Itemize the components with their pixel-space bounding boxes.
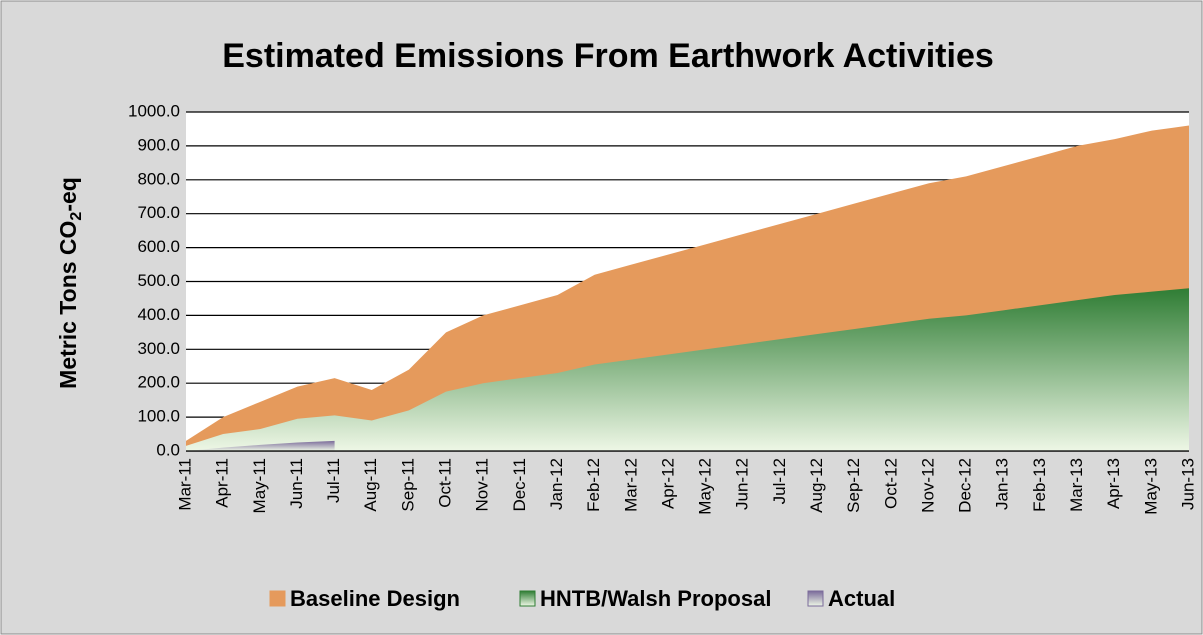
x-tick-label: Dec-12 — [956, 458, 975, 513]
x-tick-label: Dec-11 — [510, 458, 529, 512]
y-tick-label: 900.0 — [137, 135, 180, 154]
x-tick-label: Jan-12 — [547, 458, 566, 510]
x-tick-label: Jun-13 — [1178, 458, 1197, 510]
x-tick-label: May-12 — [696, 458, 715, 515]
x-tick-label: Feb-13 — [1030, 458, 1049, 512]
x-tick-label: Jul-11 — [324, 458, 343, 503]
x-tick-label: Apr-12 — [658, 458, 677, 509]
chart-title: Estimated Emissions From Earthwork Activ… — [222, 37, 994, 75]
x-tick-label: Mar-12 — [621, 458, 640, 512]
x-tick-label: Feb-12 — [584, 458, 603, 512]
y-tick-label: 300.0 — [137, 339, 180, 358]
x-tick-label: Jul-12 — [770, 458, 789, 504]
x-tick-label: May-13 — [1141, 458, 1160, 515]
x-tick-label: Sep-11 — [398, 458, 417, 512]
y-tick-label: 1000.0 — [128, 101, 180, 120]
area — [186, 288, 1189, 451]
x-tick-label: Mar-11 — [175, 458, 194, 511]
x-tick-label: Sep-12 — [844, 458, 863, 513]
x-tick-label: Jan-13 — [993, 458, 1012, 510]
legend-label: Baseline Design — [290, 586, 460, 611]
y-label-sub: 2 — [68, 212, 85, 221]
x-tick-label: May-11 — [250, 458, 269, 513]
y-tick-label: 600.0 — [137, 237, 180, 256]
x-tick-label: Aug-11 — [361, 458, 380, 512]
legend-label: Actual — [828, 586, 895, 611]
legend-swatch — [269, 590, 286, 607]
x-tick-label: Aug-12 — [807, 458, 826, 513]
x-tick-label: Jun-11 — [287, 458, 306, 509]
y-tick-label: 700.0 — [137, 203, 180, 222]
x-tick-label: Oct-12 — [881, 458, 900, 509]
y-tick-label: 0.0 — [156, 440, 180, 459]
legend-swatch — [519, 590, 536, 607]
x-tick-label: Jun-12 — [733, 458, 752, 510]
y-tick-label: 100.0 — [137, 407, 180, 426]
y-tick-label: 200.0 — [137, 373, 180, 392]
y-tick-label: 800.0 — [137, 169, 180, 188]
area — [186, 440, 335, 451]
legend-label: HNTB/Walsh Proposal — [540, 586, 771, 611]
x-tick-label: Oct-11 — [436, 458, 455, 508]
x-tick-label: Nov-11 — [473, 458, 492, 512]
y-tick-label: 500.0 — [137, 271, 180, 290]
x-tick-label: Apr-11 — [213, 458, 232, 508]
y-label-main: Metric Tons CO — [55, 221, 81, 389]
y-label-suffix: -eq — [55, 177, 81, 212]
legend-swatch — [807, 590, 824, 607]
x-tick-label: Mar-13 — [1067, 458, 1086, 512]
x-tick-label: Apr-13 — [1104, 458, 1123, 509]
x-tick-label: Nov-12 — [918, 458, 937, 513]
y-axis-label: Metric Tons CO2-eq — [55, 177, 85, 389]
y-tick-label: 400.0 — [137, 305, 180, 324]
